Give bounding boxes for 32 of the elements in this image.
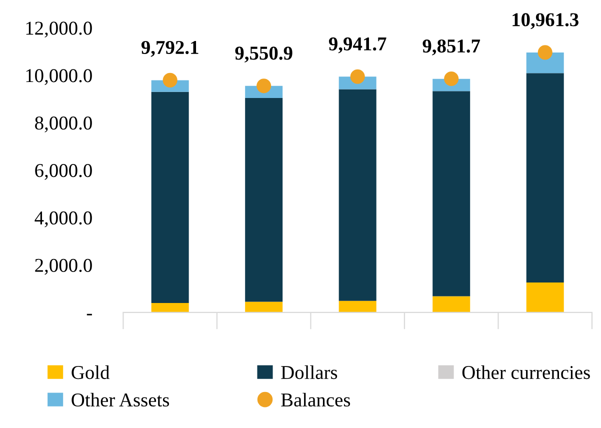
y-tick-label: 4,000.0 xyxy=(34,211,92,228)
y-tick-label: 12,000.0 xyxy=(26,22,92,38)
legend-label: Dollars xyxy=(281,365,338,380)
data-label: 9,851.7 xyxy=(422,39,480,56)
bar xyxy=(526,282,564,312)
y-tick-label: 2,000.0 xyxy=(35,258,92,275)
y-tick-label: - xyxy=(86,314,92,316)
legend-label: Gold xyxy=(72,365,110,380)
point xyxy=(162,72,178,88)
bar xyxy=(338,89,376,301)
point xyxy=(350,69,365,84)
bar xyxy=(432,91,470,296)
point xyxy=(538,45,552,60)
bar xyxy=(151,302,189,312)
y-tick-label: 10,000.0 xyxy=(26,69,92,85)
point xyxy=(256,78,272,94)
data-label: 9,941.7 xyxy=(328,37,386,54)
y-tick-label: 8,000.0 xyxy=(35,116,92,132)
bar xyxy=(245,98,283,302)
legend-label: Balances xyxy=(281,392,350,407)
legend-label: Other Assets xyxy=(72,392,170,407)
bar xyxy=(245,302,283,312)
bar xyxy=(338,300,376,312)
data-label: 9,792.1 xyxy=(141,40,198,57)
data-label: 10,961.3 xyxy=(512,13,578,30)
bar xyxy=(151,92,189,303)
data-label: 9,550.9 xyxy=(235,46,292,63)
bar xyxy=(432,296,470,312)
point xyxy=(444,71,459,86)
y-tick-label: 6,000.0 xyxy=(35,164,92,180)
bar xyxy=(526,73,564,283)
legend-label: Other currencies xyxy=(462,365,590,380)
